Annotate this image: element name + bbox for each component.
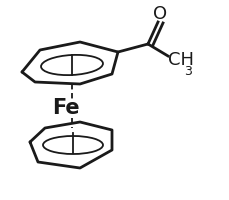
Text: O: O [152, 5, 166, 23]
Text: Fe: Fe [52, 98, 79, 118]
Text: 3: 3 [183, 65, 191, 78]
Text: CH: CH [167, 51, 193, 69]
